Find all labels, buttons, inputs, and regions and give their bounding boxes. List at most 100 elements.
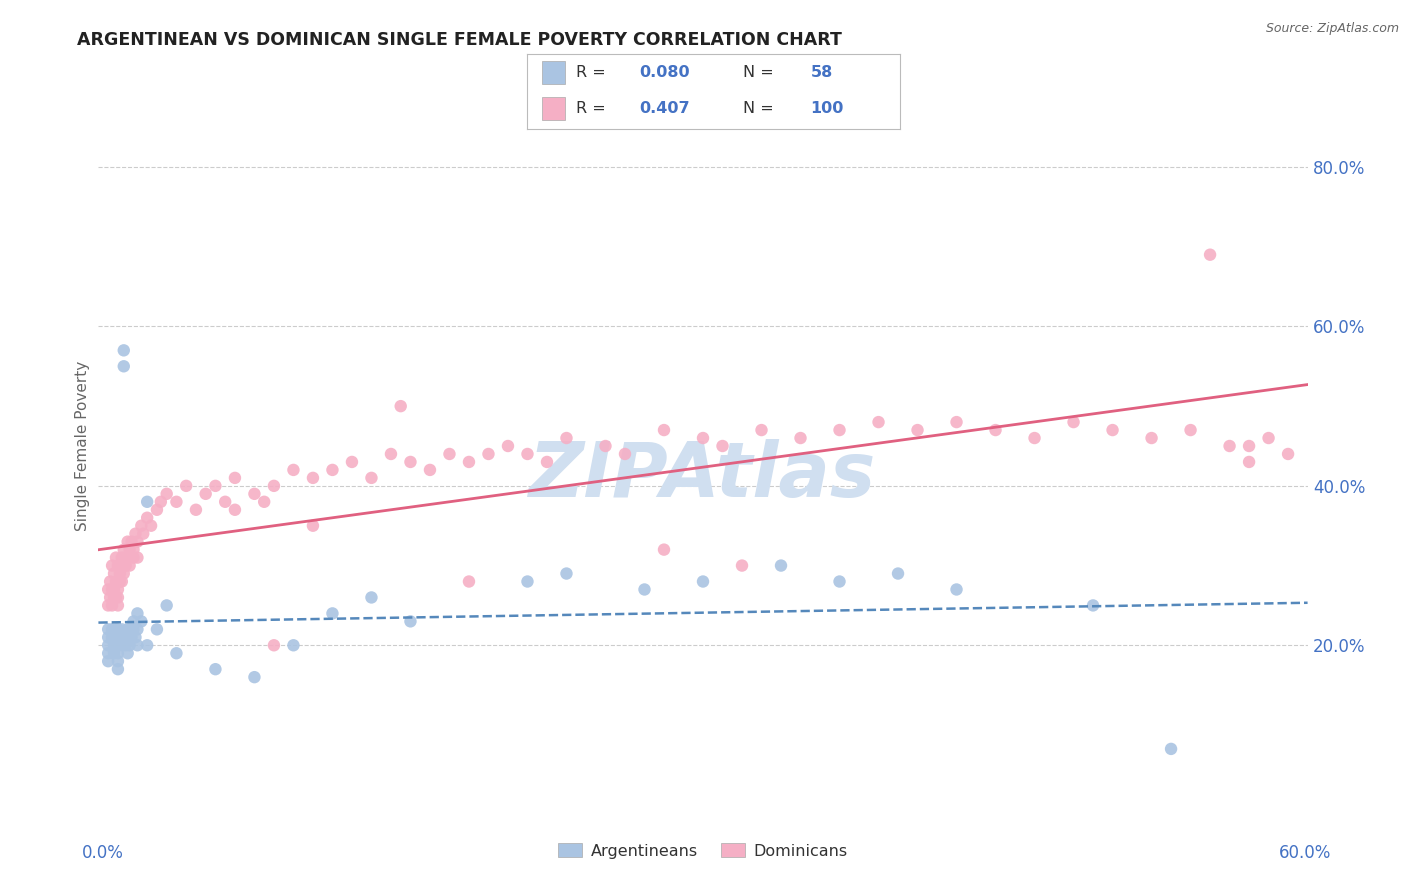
Point <box>104 638 127 652</box>
Point <box>769 558 792 573</box>
Point <box>101 558 124 573</box>
Point <box>692 574 714 589</box>
Point <box>887 566 910 581</box>
Text: N =: N = <box>744 102 779 116</box>
Point <box>652 542 675 557</box>
Point <box>139 518 162 533</box>
Bar <box>543 62 565 84</box>
Point <box>136 638 159 652</box>
Point <box>1160 742 1182 756</box>
Point <box>117 550 139 565</box>
Point <box>104 591 127 605</box>
Text: Source: ZipAtlas.com: Source: ZipAtlas.com <box>1265 22 1399 36</box>
Point <box>555 566 578 581</box>
Point <box>118 638 141 652</box>
Point <box>156 599 179 613</box>
Point <box>321 607 343 621</box>
Point <box>751 423 773 437</box>
Point <box>243 670 266 684</box>
Point <box>633 582 655 597</box>
Point <box>127 607 149 621</box>
Bar <box>543 97 565 120</box>
Point <box>114 638 136 652</box>
Point <box>536 455 558 469</box>
Point <box>111 574 134 589</box>
Point <box>118 542 141 557</box>
Point <box>117 534 139 549</box>
Point <box>458 455 481 469</box>
Point <box>194 487 217 501</box>
Text: 0.080: 0.080 <box>640 65 690 80</box>
Point <box>122 615 145 629</box>
Point <box>131 615 153 629</box>
Point <box>302 471 325 485</box>
Point <box>868 415 890 429</box>
Point <box>111 550 134 565</box>
Point <box>321 463 343 477</box>
Point <box>107 638 129 652</box>
Point <box>107 623 129 637</box>
Point <box>439 447 461 461</box>
Point <box>98 574 121 589</box>
Point <box>97 630 120 644</box>
Point <box>731 558 754 573</box>
Point <box>97 646 120 660</box>
Point <box>360 471 382 485</box>
Point <box>101 582 124 597</box>
Point <box>107 599 129 613</box>
Point <box>828 574 851 589</box>
Point <box>103 630 125 644</box>
Point <box>107 582 129 597</box>
Point <box>117 623 139 637</box>
Point <box>283 638 305 652</box>
Point <box>117 630 139 644</box>
Point <box>156 487 179 501</box>
Point <box>107 574 129 589</box>
Point <box>136 510 159 524</box>
Point <box>165 646 187 660</box>
Point <box>108 574 131 589</box>
Text: 0.407: 0.407 <box>640 102 690 116</box>
Point <box>253 495 276 509</box>
Point <box>101 630 124 644</box>
Point <box>263 479 285 493</box>
Point <box>104 623 127 637</box>
Point <box>101 599 124 613</box>
Point <box>204 479 226 493</box>
Point <box>127 623 149 637</box>
Point <box>112 343 135 358</box>
Point <box>516 574 538 589</box>
Point <box>97 582 120 597</box>
Point <box>111 638 134 652</box>
Point <box>112 566 135 581</box>
Point <box>595 439 617 453</box>
Point <box>828 423 851 437</box>
Point <box>118 558 141 573</box>
Point <box>107 662 129 676</box>
Point <box>711 439 734 453</box>
Point <box>103 646 125 660</box>
Text: R =: R = <box>575 102 610 116</box>
Point <box>263 638 285 652</box>
Point <box>121 630 143 644</box>
Point <box>283 463 305 477</box>
Point <box>1081 599 1104 613</box>
Point <box>97 623 120 637</box>
Point <box>945 582 967 597</box>
Point <box>1024 431 1046 445</box>
Point <box>122 550 145 565</box>
Point <box>124 630 146 644</box>
Point <box>1101 423 1123 437</box>
Point <box>789 431 811 445</box>
Point <box>1237 439 1260 453</box>
Point <box>104 550 127 565</box>
Legend: Argentineans, Dominicans: Argentineans, Dominicans <box>553 837 853 865</box>
Point <box>1063 415 1085 429</box>
Point <box>122 542 145 557</box>
Point <box>174 479 197 493</box>
Point <box>107 646 129 660</box>
Point <box>127 534 149 549</box>
Point <box>340 455 363 469</box>
Point <box>107 591 129 605</box>
Point <box>149 495 172 509</box>
